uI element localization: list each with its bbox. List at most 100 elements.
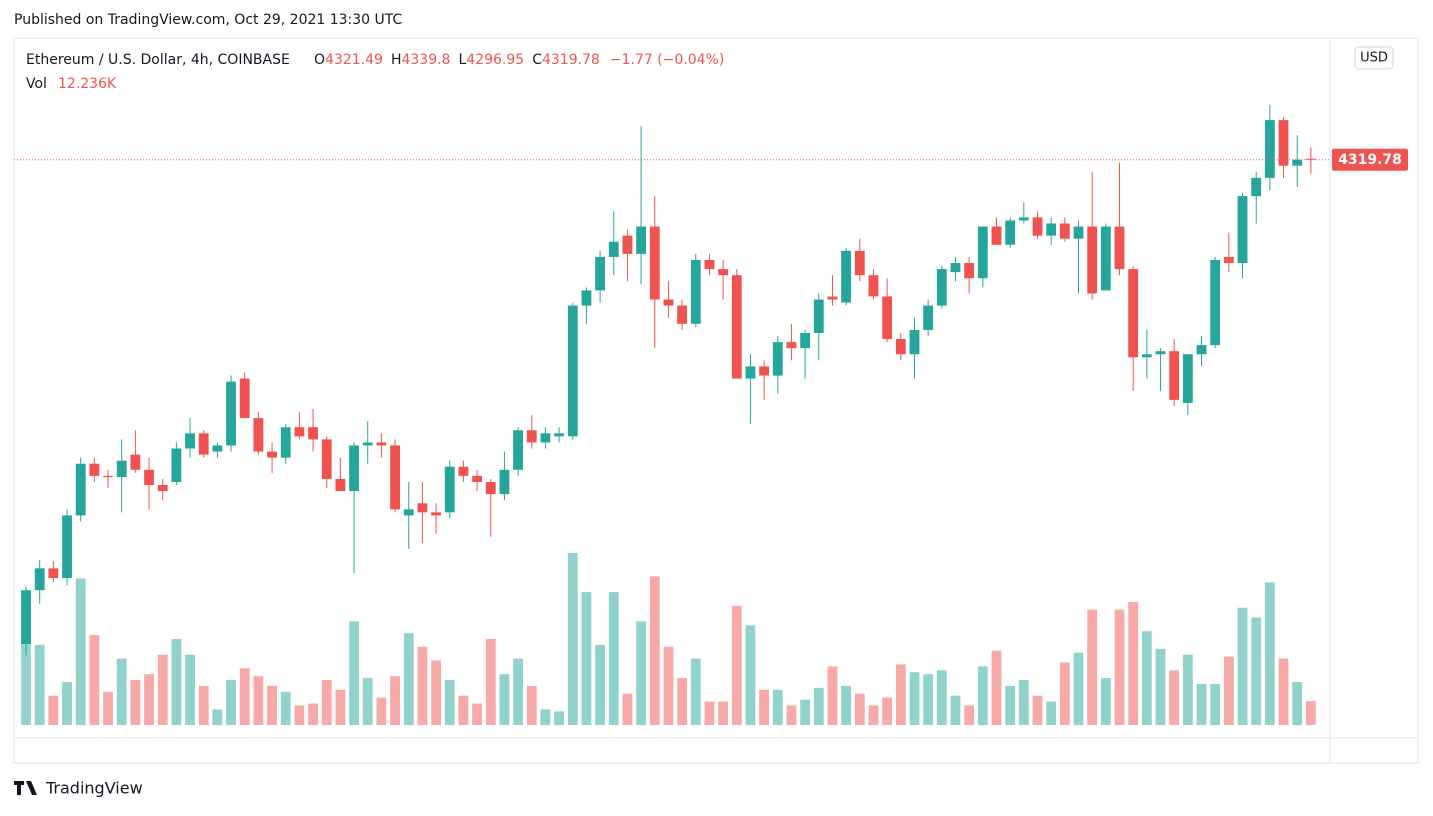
volume-bar xyxy=(239,668,250,725)
candle-body xyxy=(690,259,701,324)
candle-body xyxy=(362,442,373,446)
candle-body xyxy=(89,463,100,476)
volume-bar xyxy=(431,660,442,725)
candle-body xyxy=(964,263,975,279)
volume-bar xyxy=(267,685,277,725)
candle-body xyxy=(677,305,688,324)
candle-body xyxy=(977,226,988,279)
volume-bar xyxy=(677,678,688,725)
volume-bar xyxy=(116,658,127,725)
volume-bar xyxy=(1141,631,1152,725)
c-label: C xyxy=(532,52,542,68)
volume-bar xyxy=(841,685,852,725)
volume-bar xyxy=(185,654,195,725)
candle-body xyxy=(1210,259,1221,346)
volume-bar xyxy=(253,676,264,725)
candle-body xyxy=(1128,269,1139,358)
currency[interactable]: USD xyxy=(1360,51,1388,66)
candle-body xyxy=(198,433,209,455)
volume-bar xyxy=(608,592,619,725)
candle-body xyxy=(171,448,182,482)
last-price-label: 4319.78 xyxy=(1338,152,1402,168)
candle-body xyxy=(731,275,742,379)
volume-bar xyxy=(1059,662,1070,725)
volume-bar xyxy=(1278,658,1289,725)
candle-body xyxy=(390,445,400,510)
candle-body xyxy=(1196,345,1207,355)
volume-bar xyxy=(280,691,291,725)
candle-body xyxy=(144,469,154,486)
candle-body xyxy=(1251,177,1262,197)
volume-bar xyxy=(977,666,988,725)
candle-body xyxy=(854,250,865,276)
candle-body xyxy=(895,339,906,355)
currency-box[interactable] xyxy=(1354,46,1394,70)
volume-bar xyxy=(964,705,975,725)
volume-bar xyxy=(581,592,592,725)
volume-bar xyxy=(567,553,578,725)
last-price-box xyxy=(1332,148,1408,171)
volume-bar xyxy=(1128,601,1139,725)
volume-bar xyxy=(1210,683,1221,725)
candle-body xyxy=(431,512,442,516)
volume-bar xyxy=(1073,652,1084,725)
volume-bar xyxy=(923,674,934,725)
volume-bar xyxy=(321,680,332,725)
candle-body xyxy=(75,463,86,516)
volume-bar xyxy=(458,695,469,725)
candle-body xyxy=(267,451,277,458)
candle-body xyxy=(417,503,428,513)
l-value: 4296.95 xyxy=(466,52,524,68)
candle-body xyxy=(1087,226,1098,294)
volume-bar xyxy=(595,644,606,725)
candle-body xyxy=(745,366,756,379)
candle-body xyxy=(1100,226,1111,291)
candle-body xyxy=(868,275,879,297)
volume-bar xyxy=(417,646,428,725)
volume-bar xyxy=(198,685,209,725)
change: −1.77 (−0.04%) xyxy=(610,52,724,68)
candle-body xyxy=(841,250,852,303)
volume-bar xyxy=(649,576,660,725)
candle-body xyxy=(157,485,168,492)
candle-body xyxy=(472,475,483,482)
candle-body xyxy=(923,305,934,330)
volume-bar xyxy=(499,674,510,725)
volume-bar xyxy=(1032,695,1043,725)
candle-body xyxy=(1018,217,1029,221)
volume-bar xyxy=(212,709,223,725)
candle-body xyxy=(253,418,264,452)
volume-bar xyxy=(1237,607,1248,725)
volume-bar xyxy=(513,658,524,725)
candle-body xyxy=(1292,159,1303,166)
volume-bar xyxy=(130,680,141,725)
volume-bar xyxy=(21,644,31,725)
candle-body xyxy=(335,478,346,492)
h-value: 4339.8 xyxy=(401,52,450,68)
volume-bar xyxy=(294,705,305,725)
candle-body xyxy=(813,299,824,333)
candle-body xyxy=(1278,120,1289,166)
volume-bar xyxy=(226,680,236,725)
volume-bar xyxy=(89,635,100,725)
candle-body xyxy=(950,263,961,273)
currency-button[interactable]: USD xyxy=(1354,46,1394,70)
candle-body xyxy=(48,568,59,579)
candle-body xyxy=(349,445,359,492)
brand: TradingView xyxy=(45,779,143,798)
volume-bar xyxy=(349,621,359,725)
candle-body xyxy=(786,342,797,349)
candle-body xyxy=(800,332,811,349)
candle-body xyxy=(130,454,141,470)
candle-body xyxy=(772,342,783,376)
candle-body xyxy=(34,568,45,591)
volume-bar xyxy=(485,639,496,725)
volume-bar xyxy=(909,672,920,725)
symbol: Ethereum / U.S. Dollar, 4h, COINBASE xyxy=(26,52,290,68)
candle-body xyxy=(1264,120,1275,178)
volume-bar xyxy=(103,691,113,725)
candle-body xyxy=(1169,351,1180,400)
candle-body xyxy=(458,466,469,476)
candle-body xyxy=(827,296,838,300)
volume-bar xyxy=(854,693,865,725)
